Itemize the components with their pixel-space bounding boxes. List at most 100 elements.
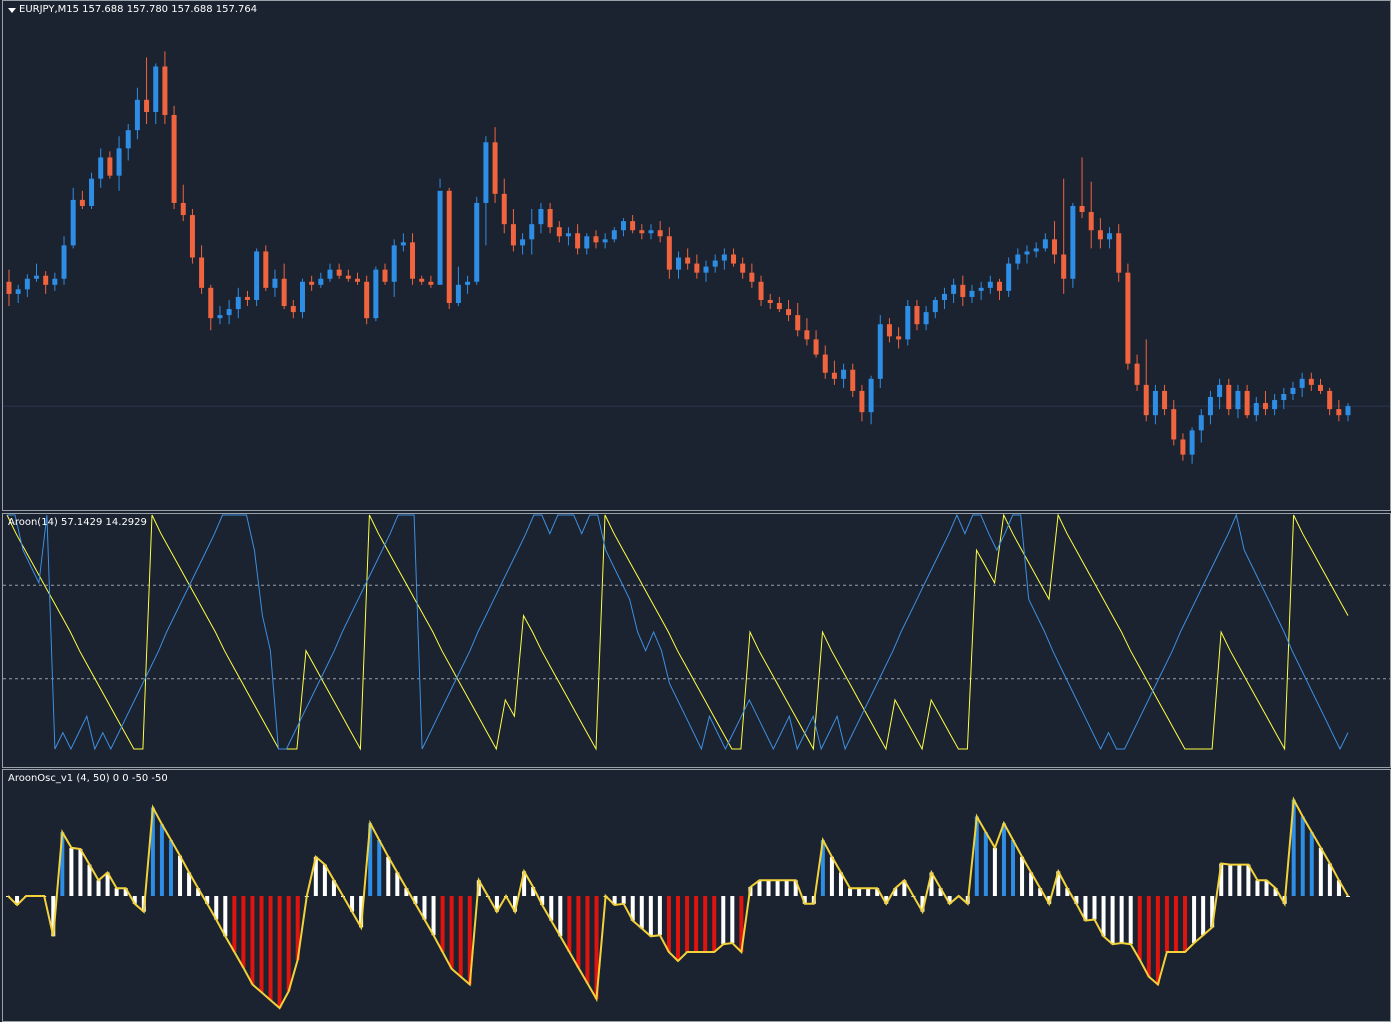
candle-body (749, 272, 755, 282)
osc-histogram-bar (467, 896, 472, 985)
candle-body (905, 306, 911, 340)
candle-body (620, 221, 626, 231)
candle (1272, 393, 1278, 416)
candle-body (1015, 254, 1021, 264)
osc-histogram-bar (368, 823, 373, 896)
osc-histogram-bar (947, 896, 952, 904)
candle (199, 245, 205, 294)
osc-histogram-bar (866, 888, 871, 896)
osc-histogram-bar (1020, 856, 1025, 896)
osc-histogram-bar (1101, 896, 1106, 937)
candle-body (1125, 272, 1131, 364)
candle (437, 178, 443, 285)
candle (153, 63, 159, 125)
candle-body (703, 266, 709, 273)
candle (281, 263, 287, 310)
osc-histogram-bar (775, 880, 780, 896)
osc-histogram-bar (1029, 872, 1034, 896)
candle-body (15, 289, 21, 294)
candle (657, 221, 663, 243)
candle (373, 266, 379, 322)
candle-body (941, 293, 947, 300)
candle-body (1272, 400, 1278, 410)
candle-body (318, 278, 324, 285)
candle (171, 105, 177, 209)
candle-body (951, 284, 957, 294)
osc-histogram-bar (187, 872, 192, 896)
aroon-indicator-pane[interactable]: Aroon(14) 57.1429 14.2929 (2, 513, 1391, 768)
osc-histogram-bar (123, 888, 128, 896)
osc-histogram-bar (739, 896, 744, 952)
osc-histogram-bar (295, 896, 300, 960)
candle (620, 218, 626, 237)
candle-body (914, 306, 920, 325)
candle-body (1253, 403, 1259, 416)
osc-histogram-bar (87, 864, 92, 896)
osc-histogram-bar (150, 807, 155, 896)
aroon-osc-chart[interactable] (3, 770, 1390, 1021)
osc-histogram-bar (205, 896, 210, 904)
candle (776, 296, 782, 313)
candle (841, 363, 847, 388)
candle-body (1308, 378, 1314, 385)
osc-histogram-bar (214, 896, 219, 920)
candle (474, 196, 480, 285)
candle (1152, 384, 1158, 425)
aroon-chart[interactable] (3, 514, 1390, 767)
candle-body (1033, 248, 1039, 252)
collapse-triangle-icon[interactable] (8, 8, 16, 13)
candle (364, 275, 370, 325)
candle-body (153, 66, 159, 112)
osc-histogram-bar (232, 896, 237, 952)
osc-histogram-bar (196, 888, 201, 896)
candle (877, 315, 883, 388)
candle (1097, 218, 1103, 249)
candle (465, 275, 471, 294)
candle-body (345, 275, 351, 279)
candle-body (1152, 390, 1158, 416)
candle (290, 299, 296, 319)
candle (1070, 202, 1076, 288)
candle (932, 296, 938, 319)
osc-histogram-bar (1047, 896, 1052, 904)
candle-body (1180, 439, 1186, 455)
candle (996, 278, 1002, 300)
candle (767, 293, 773, 310)
candle (1015, 248, 1021, 270)
price-chart-pane[interactable]: EURJPY,M15 157.688 157.780 157.688 157.7… (2, 0, 1391, 511)
candle (1345, 403, 1351, 422)
candle (391, 239, 397, 297)
candle (786, 299, 792, 322)
osc-histogram-bar (612, 896, 617, 905)
osc-histogram-bar (1346, 896, 1350, 897)
candle-body (932, 299, 938, 313)
candle (721, 248, 727, 270)
osc-histogram-bar (78, 848, 83, 896)
osc-histogram-bar (105, 872, 110, 896)
candle (327, 263, 333, 282)
candle (116, 136, 122, 191)
osc-histogram-bar (51, 896, 56, 937)
osc-histogram-bar (648, 896, 653, 937)
candle (189, 209, 195, 264)
candle (382, 263, 388, 285)
candle-body (841, 369, 847, 379)
candle (602, 233, 608, 249)
candle-body (1244, 390, 1250, 416)
osc-histogram-bar (1083, 896, 1088, 921)
candle-body (492, 142, 498, 194)
candle (703, 260, 709, 282)
osc-histogram-bar (848, 888, 853, 896)
osc-histogram-bar (1336, 880, 1341, 896)
candle-body (1198, 415, 1204, 431)
candle-body (125, 130, 131, 149)
aroon-osc-pane[interactable]: AroonOsc_v1 (4, 50) 0 0 -50 -50 (2, 769, 1391, 1022)
candle (740, 257, 746, 279)
price-chart[interactable] (3, 1, 1390, 510)
candle-body (382, 269, 388, 282)
candle (24, 274, 30, 297)
candle (941, 287, 947, 310)
candle-body (199, 257, 205, 288)
candle-body (281, 278, 287, 307)
osc-histogram-bar (1065, 888, 1070, 896)
